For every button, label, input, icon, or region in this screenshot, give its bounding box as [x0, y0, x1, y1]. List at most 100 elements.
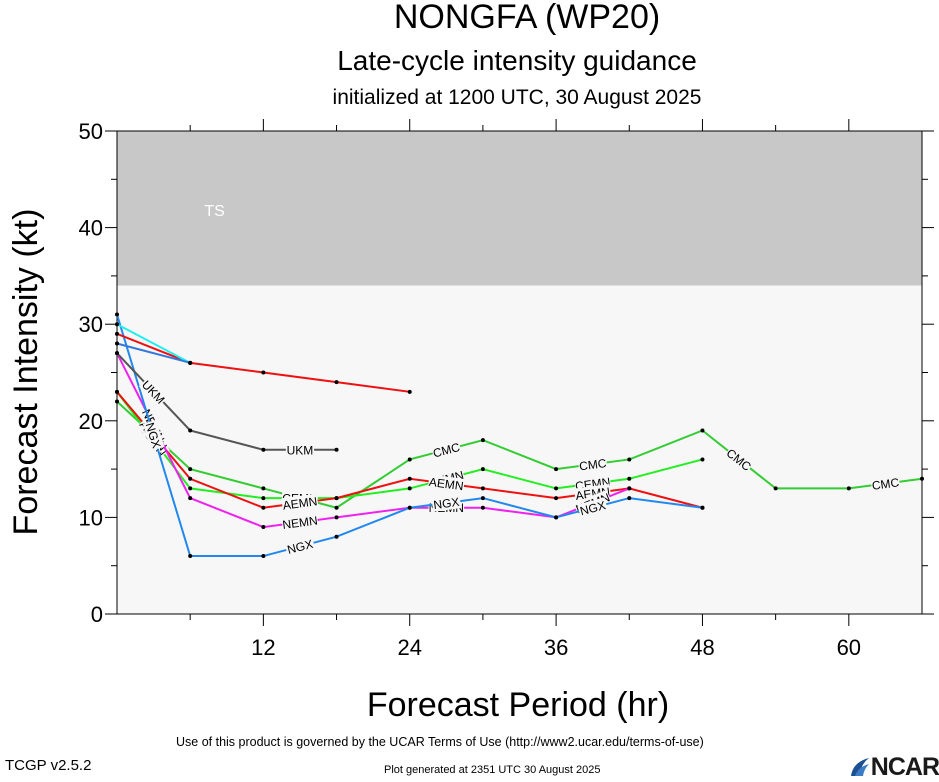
- series-point: [261, 447, 266, 452]
- series-point: [920, 476, 924, 481]
- series-line: [116, 323, 191, 364]
- series-point: [261, 486, 266, 491]
- series-label: AEMN: [427, 474, 465, 493]
- series-point: [115, 351, 119, 356]
- series-label-bg: [284, 536, 316, 557]
- series-point: [115, 331, 119, 336]
- series-point: [261, 496, 266, 501]
- series-point: [261, 505, 266, 510]
- series-point: [480, 496, 485, 501]
- series-point: [334, 505, 339, 510]
- series-label: CMC: [430, 439, 462, 461]
- series-point: [700, 428, 705, 433]
- intensity-band: [117, 285, 922, 614]
- series-label-bg: [138, 376, 169, 407]
- series-point: [554, 496, 559, 501]
- series-point: [261, 525, 266, 530]
- series-label-text: UKM: [287, 443, 314, 457]
- series-point: [188, 486, 193, 491]
- series-point: [554, 515, 559, 520]
- series-point: [480, 438, 485, 443]
- series-label-text: CMC: [871, 475, 900, 492]
- series-point: [407, 457, 412, 462]
- series-point: [261, 370, 266, 375]
- series-label: CMC: [577, 455, 608, 474]
- series-label-bg: [281, 512, 319, 532]
- series-label-bg: [577, 455, 608, 474]
- x-tick-label: 48: [690, 635, 714, 660]
- series-point: [700, 457, 705, 462]
- ncar-logo-text: NCAR: [870, 752, 939, 781]
- y-tick-label: 0: [91, 602, 103, 627]
- series-label-bg: [870, 474, 901, 493]
- version-label: TCGP v2.5.2: [5, 757, 92, 774]
- ncar-logo: NCAR: [849, 752, 939, 781]
- series-point: [407, 389, 412, 394]
- series-label-bg: [427, 474, 465, 493]
- y-axis-title: Forecast Intensity (kt): [7, 209, 45, 536]
- series-label-text: NGX: [433, 495, 461, 512]
- terms-of-use: Use of this product is governed by the U…: [176, 735, 704, 749]
- series-point: [261, 554, 266, 559]
- series-point: [627, 457, 632, 462]
- series-label-bg: [285, 442, 315, 457]
- series-label-text: CMC: [578, 456, 607, 473]
- series-label: NGX: [577, 497, 609, 519]
- series-point: [627, 496, 632, 501]
- series-point: [334, 534, 339, 539]
- series-point: [334, 496, 339, 501]
- series-point: [480, 467, 485, 472]
- series-point: [773, 486, 778, 491]
- series-label: UKM: [285, 442, 315, 457]
- y-tick-label: 20: [79, 409, 103, 434]
- series-label-bg: [430, 439, 462, 461]
- series-point: [407, 476, 412, 481]
- series-point: [334, 447, 339, 452]
- series-label-bg: [723, 445, 755, 474]
- series-label-text: NEMN: [282, 513, 319, 532]
- series-label-bg: [577, 497, 609, 519]
- series-label-bg: [281, 493, 319, 513]
- series-label-text: CMC: [431, 440, 461, 461]
- series-point: [188, 428, 193, 433]
- y-tick-label: 40: [79, 216, 103, 241]
- series-point: [115, 399, 119, 404]
- series-label-bg: [431, 494, 462, 512]
- series-point: [115, 322, 119, 327]
- series-label-text: NGX: [578, 498, 607, 518]
- series-point: [188, 476, 193, 481]
- series-point: [188, 554, 193, 559]
- chart-initialized: initialized at 1200 UTC, 30 August 2025: [333, 86, 702, 109]
- series-label: CMC: [870, 474, 901, 493]
- ncar-logo-icon: [850, 758, 869, 776]
- series-label-text: NGX: [286, 537, 315, 557]
- y-tick-label: 10: [79, 505, 103, 530]
- series-point: [554, 486, 559, 491]
- chart-subtitle: Late-cycle intensity guidance: [337, 45, 697, 76]
- series-point: [627, 486, 632, 491]
- x-tick-label: 60: [837, 635, 861, 660]
- plot-generated: Plot generated at 2351 UTC 30 August 202…: [384, 764, 601, 776]
- series-label-bg: [142, 419, 165, 451]
- series-label-text: AEMN: [282, 494, 318, 512]
- series-point: [554, 467, 559, 472]
- series-point: [115, 312, 119, 317]
- series-point: [188, 360, 193, 365]
- series-line: [116, 352, 630, 529]
- series-point: [700, 505, 705, 510]
- series-line: [116, 400, 923, 509]
- series-line: [116, 342, 191, 364]
- intensity-band: [117, 131, 922, 286]
- series-label: NGX: [431, 494, 462, 512]
- plot-area: TS010203040501224364860CMCCMCCMCCMCCMCCM…: [79, 119, 934, 660]
- y-tick-label: 50: [79, 119, 103, 144]
- series-point: [480, 505, 485, 510]
- series-point: [115, 341, 119, 346]
- x-tick-label: 24: [397, 635, 421, 660]
- series-point: [334, 380, 339, 385]
- x-tick-label: 12: [251, 635, 275, 660]
- series-point: [407, 505, 412, 510]
- series-point: [480, 486, 485, 491]
- x-axis-title: Forecast Period (hr): [367, 686, 669, 724]
